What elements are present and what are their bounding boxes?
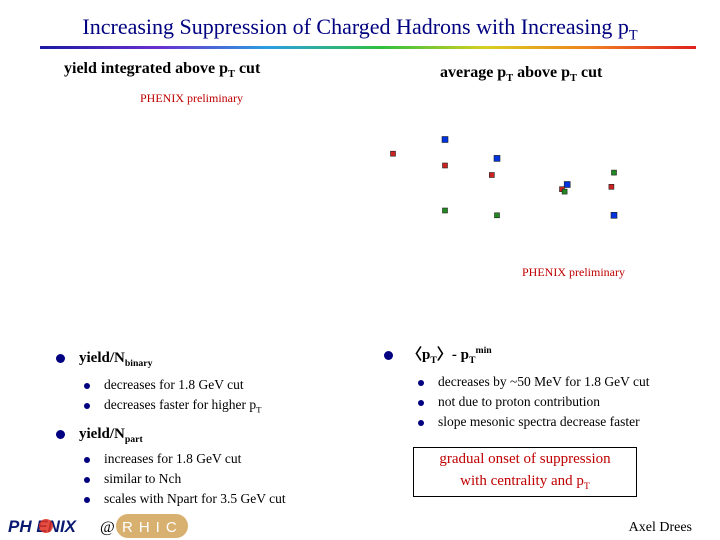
avg-pt-scatter-plot <box>390 136 618 219</box>
left-panel-header: yield integrated above pT cut <box>64 60 261 81</box>
list-item: increases for 1.8 GeV cut <box>84 449 286 469</box>
phenix-preliminary-right: PHENIX preliminary <box>522 265 625 279</box>
right-bullet-list: 〈pT〉- pTmin decreases by ~50 MeV for 1.8… <box>384 343 650 432</box>
phenix-logo-mark <box>39 519 53 533</box>
scatter-point-s1-0 <box>390 150 396 157</box>
rhic-logo-text: RHIC <box>122 519 183 536</box>
scatter-point-s1-2 <box>489 172 495 178</box>
list-item: not due to proton contribution <box>418 392 650 412</box>
list-item: scales with Npart for 3.5 GeV cut <box>84 489 286 509</box>
list-item: decreases by ~50 MeV for 1.8 GeV cut <box>418 372 650 392</box>
list-item: slope mesonic spectra decrease faster <box>418 412 650 432</box>
conclusion-line-2: with centrality and pT <box>460 473 590 492</box>
list-item: similar to Nch <box>84 469 286 489</box>
scatter-point-s0-2 <box>563 181 571 188</box>
at-sign: @ <box>100 519 115 536</box>
title-underline <box>40 46 696 49</box>
bullet-dot <box>384 351 393 361</box>
bullet-mean-pt: 〈pT〉- pTmin <box>384 343 650 366</box>
scatter-point-s0-1 <box>493 155 501 162</box>
conclusion-line-1: gradual onset of suppression <box>439 451 611 467</box>
phenix-preliminary-left: PHENIX preliminary <box>140 91 243 105</box>
scatter-point-s2-2 <box>561 188 568 195</box>
scatter-point-s0-3 <box>610 212 618 219</box>
rhic-logo-bg <box>116 514 188 538</box>
scatter-point-s2-3 <box>611 169 617 176</box>
bullet-yield-npart: yield/Npart <box>56 426 286 445</box>
scatter-point-s1-1 <box>442 162 448 169</box>
scatter-point-s2-1 <box>494 212 500 219</box>
scatter-point-s0-0 <box>441 136 449 143</box>
bullet-yield-nbinary: yield/Nbinary <box>56 350 286 369</box>
phenix-rhic-logo: PH ENIX @ RHIC <box>8 514 188 538</box>
bullet-dot <box>56 429 65 439</box>
left-bullet-list: yield/Nbinary decreases for 1.8 GeV cut … <box>56 350 286 509</box>
list-item: decreases faster for higher pT <box>84 395 286 420</box>
page-title: Increasing Suppression of Charged Hadron… <box>82 14 638 44</box>
scatter-point-s2-0 <box>442 207 448 214</box>
author-name: Axel Drees <box>628 520 692 535</box>
bullet-dot <box>56 354 65 364</box>
scatter-point-s1-4 <box>608 183 615 190</box>
list-item: decreases for 1.8 GeV cut <box>84 375 286 395</box>
right-panel-header: average pT above pT cut <box>440 64 603 85</box>
conclusion-box: gradual onset of suppression with centra… <box>413 447 637 497</box>
